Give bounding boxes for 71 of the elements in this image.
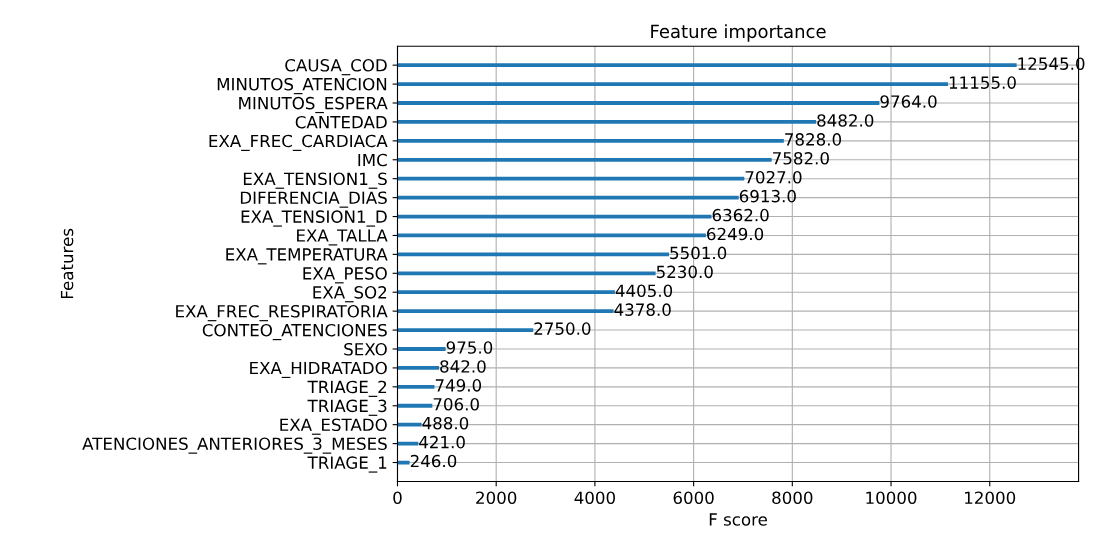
- x-tick-label: 8000: [772, 491, 813, 505]
- bar: [397, 347, 446, 351]
- bar: [397, 309, 614, 314]
- bar: [397, 384, 435, 389]
- data-label: 7027.0: [745, 170, 802, 184]
- y-tick-label: CANTEDAD: [295, 115, 387, 129]
- data-label: 4378.0: [614, 303, 671, 316]
- x-tick-label: 2000: [476, 491, 517, 505]
- data-label: 6913.0: [739, 189, 796, 203]
- x-tick-label: 6000: [673, 491, 714, 505]
- y-tick-label: MINUTOS_ATENCION: [217, 77, 387, 95]
- y-tick-label: EXA_FREC_CARDIACA: [209, 134, 388, 151]
- y-axis-title: Features: [60, 228, 74, 299]
- bar: [397, 176, 745, 181]
- data-label: 749.0: [435, 379, 482, 392]
- y-tick-label: MINUTOS_ESPERA: [239, 96, 388, 114]
- y-tick-label: CONTEO_ATENCIONES: [202, 323, 387, 341]
- y-tick-label: EXA_SO2: [313, 286, 387, 303]
- data-label: 5501.0: [670, 246, 727, 260]
- y-tick-label: SEXO: [344, 342, 387, 356]
- bar: [397, 120, 817, 124]
- x-tick-label: 4000: [574, 491, 615, 505]
- y-tick-label: ATENCIONES_ANTERIORES_3_MESES: [82, 437, 387, 454]
- y-tick-label: EXA_PESO: [303, 267, 387, 284]
- bar: [397, 366, 440, 370]
- y-tick-label: TRIAGE_2: [307, 380, 387, 397]
- y-tick-label: EXA_TENSION1_D: [241, 210, 387, 227]
- y-tick-label: EXA_TENSION1_S: [243, 172, 387, 189]
- bar: [397, 63, 1017, 68]
- x-tick-label: 0: [393, 491, 402, 505]
- data-label: 421.0: [419, 435, 465, 449]
- y-tick-label: EXA_HIDRATADO: [250, 361, 387, 379]
- bar: [397, 271, 656, 276]
- data-label: 6249.0: [707, 227, 764, 241]
- bar: [397, 195, 739, 200]
- x-axis-title: F score: [709, 513, 767, 526]
- data-label: 5230.0: [656, 265, 713, 279]
- y-tick-label: EXA_TALLA: [297, 229, 388, 246]
- bar: [397, 290, 615, 295]
- chart-title: Feature importance: [651, 24, 826, 42]
- data-label: 706.0: [433, 397, 479, 411]
- bar: [397, 82, 949, 86]
- data-label: 488.0: [422, 416, 469, 430]
- y-tick-label: CAUSA_COD: [285, 58, 387, 76]
- bar: [397, 252, 669, 257]
- x-tick-label: 10000: [866, 491, 917, 505]
- bar: [397, 422, 422, 427]
- y-tick-label: EXA_FREC_RESPIRATORIA: [176, 304, 388, 322]
- data-label: 11155.0: [949, 76, 1016, 89]
- y-tick-label: TRIAGE_3: [307, 399, 387, 416]
- data-label: 842.0: [440, 360, 486, 373]
- y-tick-label: EXA_TEMPERATURA: [226, 248, 388, 265]
- y-tick-label: EXA_ESTADO: [280, 418, 387, 435]
- data-label: 7828.0: [785, 133, 842, 146]
- data-label: 7582.0: [773, 152, 829, 165]
- y-tick-label: DIFERENCIA_DIAS: [240, 191, 387, 208]
- bar: [397, 101, 880, 105]
- data-label: 6362.0: [712, 208, 769, 222]
- bar: [397, 138, 784, 143]
- bar: [397, 328, 534, 332]
- data-label: 2750.0: [534, 322, 591, 335]
- data-label: 8482.0: [817, 114, 874, 127]
- data-label: 246.0: [410, 454, 457, 468]
- y-tick-label: TRIAGE_1: [307, 456, 387, 473]
- data-label: 9764.0: [880, 95, 937, 108]
- y-tick-label: IMC: [358, 153, 387, 167]
- x-tick-label: 12000: [965, 491, 1016, 505]
- data-label: 975.0: [446, 341, 493, 354]
- bar: [397, 157, 772, 162]
- bar: [397, 403, 433, 408]
- data-label: 4405.0: [615, 284, 673, 298]
